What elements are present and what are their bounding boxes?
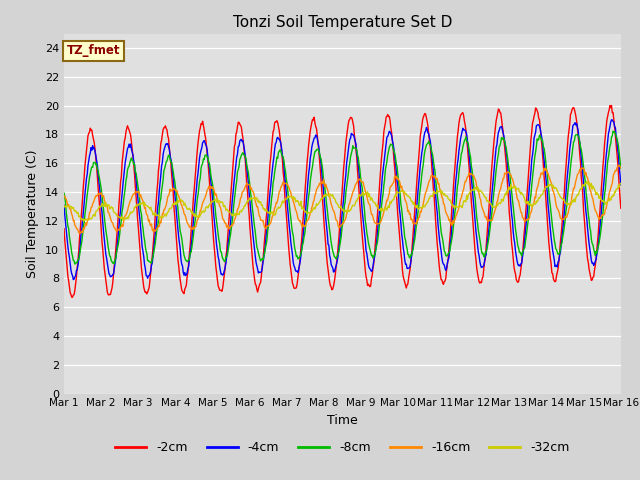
Title: Tonzi Soil Temperature Set D: Tonzi Soil Temperature Set D: [233, 15, 452, 30]
Y-axis label: Soil Temperature (C): Soil Temperature (C): [26, 149, 39, 278]
Text: TZ_fmet: TZ_fmet: [67, 44, 120, 58]
X-axis label: Time: Time: [327, 414, 358, 427]
Legend: -2cm, -4cm, -8cm, -16cm, -32cm: -2cm, -4cm, -8cm, -16cm, -32cm: [110, 436, 575, 459]
